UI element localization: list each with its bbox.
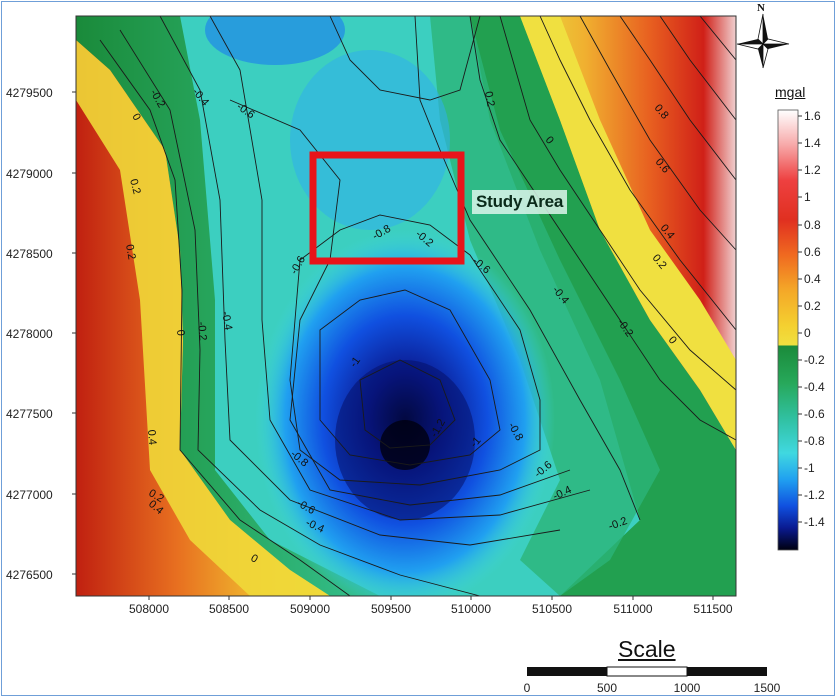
anomaly-raster: -0.2 -0.4 -0.6 0 0.2 0.2 0.4 0.2 0 -0.2 … [76, 16, 736, 596]
contour-label: -0.2 [195, 321, 209, 341]
y-tick-label: 4278500 [6, 247, 53, 261]
y-tick-label: 4277000 [6, 488, 53, 502]
scale-tick-label: 1500 [754, 681, 781, 695]
legend-tick-label: -1 [804, 461, 815, 475]
contour-label: 0.2 [482, 90, 496, 107]
legend-ticks: 1.6 1.4 1.2 1 0.8 0.6 0.4 0.2 0 -0.2 -0.… [798, 109, 825, 529]
legend-tick-label: 1.2 [804, 163, 821, 177]
x-tick-label: 509000 [290, 602, 330, 616]
legend-tick-label: -0.4 [804, 380, 825, 394]
study-area-box [309, 151, 465, 265]
study-area-label: Study Area [472, 190, 568, 214]
legend-tick-label: 1.6 [804, 109, 821, 123]
legend-tick-label: -0.8 [804, 434, 825, 448]
scale-title: Scale [618, 636, 676, 662]
legend-unit-label: mgal [775, 84, 806, 100]
legend-tick-label: -1.4 [804, 515, 825, 529]
contour-label: 0.2 [127, 178, 143, 196]
legend-tick-label: -0.2 [804, 353, 825, 367]
legend-tick-label: 0.4 [804, 272, 821, 286]
x-tick-label: 510000 [451, 602, 491, 616]
y-tick-label: 4279500 [6, 86, 53, 100]
y-tick-label: 4279000 [6, 167, 53, 181]
map-border [75, 15, 737, 597]
contour-label: 0 [129, 112, 142, 123]
y-axis: 4279500 4279000 4278500 4278000 4277500 … [6, 86, 76, 582]
x-tick-label: 511000 [613, 602, 652, 616]
x-tick-label: 508000 [129, 602, 169, 616]
contour-label: 0.4 [145, 429, 158, 445]
x-tick-label: 508500 [209, 602, 249, 616]
legend-tick-label: 1 [804, 190, 811, 204]
north-arrow-icon [736, 13, 790, 69]
scale-tick-label: 0 [524, 681, 531, 695]
x-tick-label: 509500 [371, 602, 411, 616]
legend-tick-label: -1.2 [804, 488, 825, 502]
contour-lines [99, 16, 736, 596]
legend-tick-label: -0.6 [804, 407, 825, 421]
y-tick-label: 4277500 [6, 407, 53, 421]
legend-tick-label: 0 [804, 326, 811, 340]
legend-tick-label: 1.4 [804, 136, 821, 150]
legend-tick-label: 0.2 [804, 299, 821, 313]
scale-tick-label: 500 [597, 681, 617, 695]
x-tick-label: 510500 [532, 602, 572, 616]
contour-label: -0.4 [219, 310, 234, 331]
scale-bar: 0 500 1000 1500 [524, 666, 781, 695]
legend-colorbar [777, 109, 799, 551]
contour-label: 0 [249, 552, 260, 565]
contour-label: 0 [174, 329, 186, 336]
y-tick-label: 4276500 [6, 568, 53, 582]
legend-tick-label: 0.6 [804, 245, 821, 259]
x-axis: 508000 508500 509000 509500 510000 51050… [129, 596, 733, 616]
north-label: N [757, 2, 765, 14]
legend-tick-label: 0.8 [804, 218, 821, 232]
y-tick-label: 4278000 [6, 327, 53, 341]
scale-tick-label: 1000 [674, 681, 701, 695]
x-tick-label: 511500 [693, 602, 732, 616]
contour-label: 0.2 [123, 243, 137, 260]
